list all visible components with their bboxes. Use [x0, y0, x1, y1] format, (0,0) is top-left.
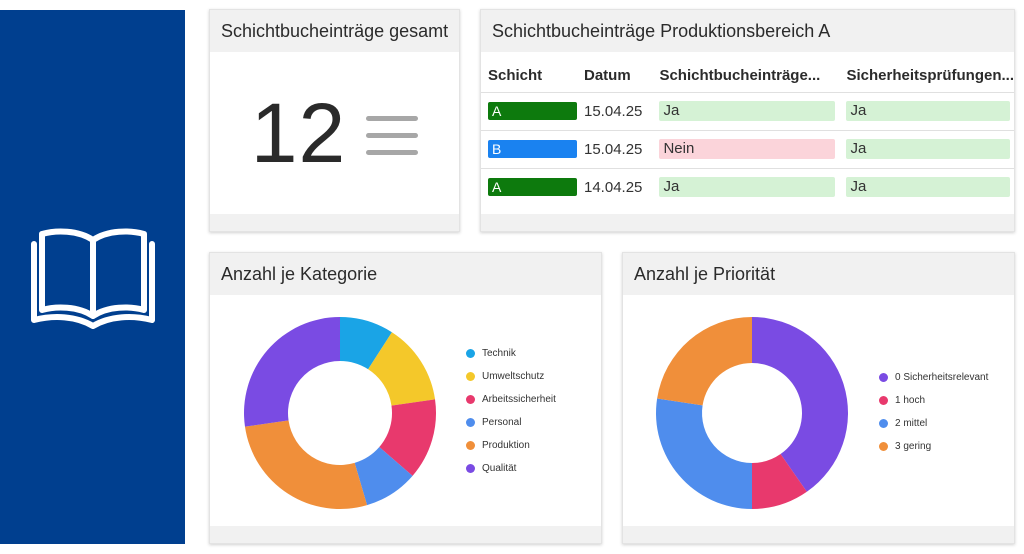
date-cell: 14.04.25 [577, 167, 653, 206]
legend-item[interactable]: Umweltschutz [466, 369, 556, 383]
entries-status: Ja [659, 101, 836, 121]
legend-item[interactable]: Technik [466, 346, 556, 360]
entries-cell: Ja [652, 91, 840, 130]
entries-status: Nein [659, 139, 836, 159]
donut-slice-qualit-t[interactable] [244, 317, 340, 427]
donut-slice-produktion[interactable] [244, 420, 368, 509]
category-chart-card: Anzahl je Kategorie Technik Umweltschutz A… [209, 252, 602, 544]
priority-legend: 0 Sicherheitsrelevant 1 hoch 2 mittel 3 ger… [879, 370, 988, 453]
open-book-icon [30, 228, 155, 329]
legend-item[interactable]: 2 mittel [879, 416, 988, 430]
shift-cell: A [481, 167, 577, 206]
entries-cell: Nein [652, 129, 840, 168]
table-row[interactable]: A 15.04.25 Ja Ja [481, 91, 1014, 130]
legend-dot [466, 348, 475, 358]
checks-cell: Ja [839, 167, 1014, 206]
date-cell: 15.04.25 [577, 129, 653, 168]
shift-log-table: Schicht Datum Schichtbucheinträge... Sic… [481, 60, 1014, 206]
column-header-checks[interactable]: Sicherheitsprüfungen... [846, 67, 1014, 85]
total-entries-card: Schichtbucheinträge gesamt 12 [209, 9, 460, 232]
card-footer [210, 214, 459, 231]
legend-dot [466, 440, 475, 450]
checks-cell: Ja [839, 91, 1014, 130]
donut-slice-0-sicherheitsrelevant[interactable] [752, 317, 848, 492]
total-count: 12 [250, 85, 347, 180]
legend-label: Technik [482, 347, 516, 359]
shift-badge: A [488, 102, 577, 120]
card-title: Schichtbucheinträge Produktionsbereich A [481, 10, 1014, 52]
legend-dot [879, 372, 888, 382]
checks-status: Ja [846, 177, 1010, 198]
priority-donut-chart [656, 317, 848, 509]
legend-label: 3 gering [895, 440, 932, 452]
shift-cell: A [481, 91, 577, 130]
legend-label: Personal [482, 416, 522, 428]
card-footer [210, 526, 601, 543]
legend-item[interactable]: Personal [466, 415, 556, 429]
legend-dot [879, 441, 888, 451]
shift-cell: B [481, 129, 577, 168]
table-row[interactable]: A 14.04.25 Ja Ja [481, 167, 1014, 206]
checks-status: Ja [846, 101, 1010, 121]
legend-label: Produktion [482, 439, 530, 451]
legend-label: 1 hoch [895, 394, 926, 406]
priority-chart-card: Anzahl je Priorität 0 Sicherheitsrelevan… [622, 252, 1015, 544]
chart-title: Anzahl je Priorität [623, 253, 1014, 295]
shift-badge: B [488, 140, 577, 158]
donut-slice-personal[interactable] [354, 447, 413, 506]
legend-dot [466, 463, 475, 473]
card-footer [481, 214, 1014, 231]
shift-log-table-card: Schichtbucheinträge Produktionsbereich A… [480, 9, 1015, 232]
legend-dot [879, 395, 888, 405]
legend-label: Arbeitssicherheit [482, 393, 556, 405]
entries-cell: Ja [652, 167, 840, 206]
legend-label: Umweltschutz [482, 370, 545, 382]
card-footer [623, 526, 1014, 543]
chart-title: Anzahl je Kategorie [210, 253, 601, 295]
column-header-date[interactable]: Datum [584, 67, 631, 85]
column-header-shift[interactable]: Schicht [488, 67, 543, 85]
card-title: Schichtbucheinträge gesamt [210, 10, 459, 52]
legend-dot [466, 394, 475, 404]
category-legend: Technik Umweltschutz Arbeitssicherheit Pers… [466, 346, 556, 475]
date-value: 15.04.25 [584, 140, 643, 158]
column-header-entries[interactable]: Schichtbucheinträge... [659, 67, 821, 85]
legend-dot [466, 417, 475, 427]
table-row[interactable]: B 15.04.25 Nein Ja [481, 129, 1014, 168]
legend-item[interactable]: 0 Sicherheitsrelevant [879, 370, 988, 384]
legend-label: 2 mittel [895, 417, 928, 429]
legend-item[interactable]: Arbeitssicherheit [466, 392, 556, 406]
donut-slice-technik[interactable] [340, 317, 392, 370]
hamburger-icon[interactable] [366, 115, 419, 155]
legend-dot [466, 371, 475, 381]
legend-item[interactable]: 1 hoch [879, 393, 988, 407]
donut-slice-umweltschutz[interactable] [368, 332, 436, 406]
date-value: 15.04.25 [584, 102, 643, 120]
legend-item[interactable]: Qualität [466, 461, 556, 475]
checks-cell: Ja [839, 129, 1014, 168]
donut-slice-2-mittel[interactable] [656, 398, 752, 509]
donut-slice-3-gering[interactable] [657, 317, 752, 406]
checks-status: Ja [846, 139, 1010, 159]
entries-status: Ja [659, 177, 836, 198]
legend-label: 0 Sicherheitsrelevant [895, 371, 989, 383]
legend-dot [879, 418, 888, 428]
sidebar [0, 10, 185, 544]
donut-slice-1-hoch[interactable] [752, 454, 807, 509]
category-donut-chart [244, 317, 436, 509]
date-cell: 15.04.25 [577, 91, 653, 130]
legend-item[interactable]: 3 gering [879, 439, 988, 453]
shift-badge: A [488, 178, 577, 197]
legend-item[interactable]: Produktion [466, 438, 556, 452]
donut-slice-arbeitssicherheit[interactable] [379, 399, 436, 476]
legend-label: Qualität [482, 462, 517, 474]
date-value: 14.04.25 [584, 178, 643, 196]
